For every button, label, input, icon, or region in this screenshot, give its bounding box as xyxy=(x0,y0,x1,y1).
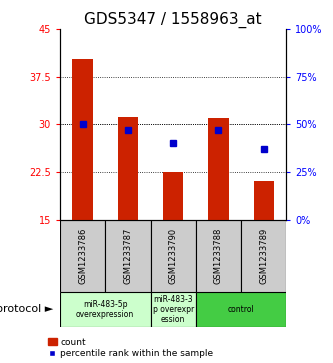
Text: miR-483-5p
overexpression: miR-483-5p overexpression xyxy=(76,300,134,319)
Bar xyxy=(151,292,196,327)
Bar xyxy=(72,59,93,220)
Bar xyxy=(60,220,105,292)
Bar xyxy=(208,118,229,220)
Bar xyxy=(105,220,151,292)
Bar xyxy=(196,220,241,292)
Text: miR-483-3
p overexpr
ession: miR-483-3 p overexpr ession xyxy=(153,294,194,325)
Bar xyxy=(60,292,151,327)
Text: GSM1233788: GSM1233788 xyxy=(214,228,223,284)
Legend: count, percentile rank within the sample: count, percentile rank within the sample xyxy=(48,338,213,359)
Text: GSM1233786: GSM1233786 xyxy=(78,228,87,284)
Bar xyxy=(118,117,138,220)
Text: GSM1233790: GSM1233790 xyxy=(168,228,178,284)
Text: control: control xyxy=(228,305,254,314)
Text: GSM1233789: GSM1233789 xyxy=(259,228,268,284)
Title: GDS5347 / 1558963_at: GDS5347 / 1558963_at xyxy=(84,12,262,28)
Bar xyxy=(163,172,183,220)
Bar xyxy=(151,220,196,292)
Text: GSM1233787: GSM1233787 xyxy=(123,228,133,284)
Text: protocol ►: protocol ► xyxy=(0,305,53,314)
Bar xyxy=(241,220,286,292)
Bar xyxy=(196,292,286,327)
Bar xyxy=(253,182,274,220)
